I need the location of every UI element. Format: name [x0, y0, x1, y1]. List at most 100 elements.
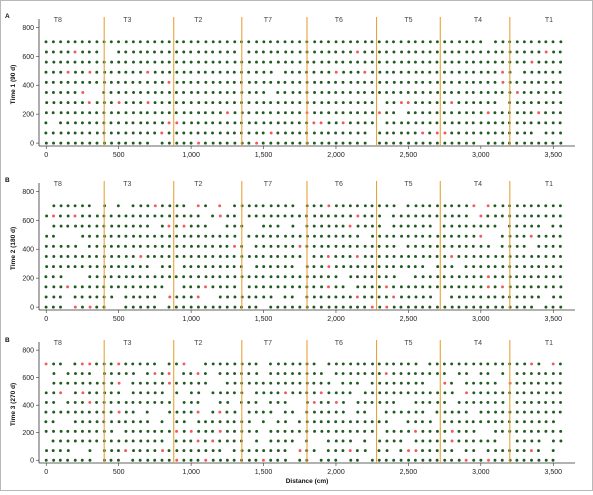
live-plant-point [356, 410, 360, 414]
live-plant-point [276, 121, 280, 125]
dead-plant-point [117, 362, 121, 366]
live-plant-point [80, 121, 84, 125]
live-plant-point [95, 60, 99, 64]
live-plant-point [138, 224, 142, 228]
live-plant-point [435, 40, 439, 44]
live-plant-point [472, 131, 476, 135]
live-plant-point [44, 410, 48, 414]
live-plant-point [355, 141, 359, 145]
live-plant-point [276, 275, 280, 279]
live-plant-point [320, 50, 324, 54]
live-plant-point [59, 224, 63, 228]
live-plant-point [73, 80, 77, 84]
live-plant-point [342, 265, 346, 269]
dead-plant-point [117, 381, 121, 385]
live-plant-point [269, 234, 272, 238]
live-plant-point [428, 141, 432, 145]
live-plant-point [153, 214, 157, 218]
live-plant-point [515, 275, 519, 279]
dead-plant-point [355, 295, 359, 299]
live-plant-point [493, 420, 497, 424]
live-plant-point [52, 295, 56, 299]
live-plant-point [153, 234, 157, 238]
dead-plant-point [551, 362, 555, 366]
live-plant-point [276, 50, 280, 54]
live-plant-point [392, 131, 396, 135]
live-plant-point [124, 429, 128, 433]
live-plant-point [204, 80, 208, 84]
live-plant-point [442, 224, 446, 228]
live-plant-point [529, 285, 533, 289]
live-plant-point [124, 234, 128, 238]
live-plant-point [501, 255, 505, 258]
dead-plant-point [486, 285, 490, 289]
live-plant-point [522, 458, 526, 462]
dead-plant-point [414, 449, 418, 453]
dead-plant-point [153, 372, 157, 375]
live-plant-point [182, 449, 186, 453]
live-plant-point [457, 362, 461, 366]
live-plant-point [421, 381, 425, 385]
live-plant-point [399, 285, 403, 289]
live-plant-point [443, 141, 447, 145]
live-plant-point [501, 400, 505, 404]
live-plant-point [327, 111, 331, 115]
live-plant-point [204, 420, 207, 424]
live-plant-point [182, 60, 186, 64]
live-plant-point [197, 50, 201, 54]
live-plant-point [88, 214, 92, 218]
live-plant-point [414, 400, 418, 404]
live-plant-point [363, 121, 367, 125]
live-plant-point [334, 234, 338, 238]
live-plant-point [442, 372, 446, 375]
live-plant-point [537, 204, 540, 208]
live-plant-point [117, 400, 121, 404]
dead-plant-point [414, 429, 417, 433]
live-plant-point [319, 372, 323, 375]
live-plant-point [407, 40, 411, 44]
live-plant-point [131, 224, 135, 228]
live-plant-point [189, 111, 193, 115]
live-plant-point [225, 285, 229, 289]
y-tick-label: 200 [22, 276, 34, 283]
live-plant-point [261, 141, 265, 145]
live-plant-point [283, 91, 287, 94]
live-plant-point [523, 265, 526, 269]
live-plant-point [66, 372, 70, 375]
live-plant-point [494, 50, 498, 54]
dead-plant-point [269, 131, 273, 135]
live-plant-point [378, 50, 381, 54]
live-plant-point [486, 381, 490, 385]
live-plant-point [175, 40, 179, 44]
live-plant-point [51, 305, 55, 309]
live-plant-point [356, 80, 360, 84]
dead-plant-point [544, 50, 548, 54]
live-plant-point [341, 381, 345, 385]
live-plant-point [515, 204, 519, 208]
live-plant-point [160, 141, 164, 145]
live-plant-point [501, 40, 505, 44]
live-plant-point [457, 439, 461, 443]
live-plant-point [320, 244, 324, 248]
live-plant-point [407, 410, 411, 414]
live-plant-point [51, 131, 55, 135]
live-plant-point [233, 60, 237, 64]
live-plant-point [407, 70, 411, 74]
live-plant-point [203, 141, 207, 145]
live-plant-point [290, 111, 294, 115]
live-plant-point [421, 275, 425, 279]
live-plant-point [116, 244, 120, 248]
live-plant-point [407, 458, 411, 462]
live-plant-point [160, 40, 164, 44]
live-plant-point [189, 234, 193, 238]
live-plant-point [537, 121, 541, 125]
live-plant-point [153, 255, 156, 258]
live-plant-point [551, 80, 555, 84]
live-plant-point [392, 101, 396, 105]
live-plant-point [370, 101, 374, 105]
live-plant-point [486, 255, 490, 258]
live-plant-point [81, 214, 84, 218]
live-plant-point [320, 101, 324, 105]
live-plant-point [196, 224, 200, 228]
dead-plant-point [486, 275, 490, 279]
